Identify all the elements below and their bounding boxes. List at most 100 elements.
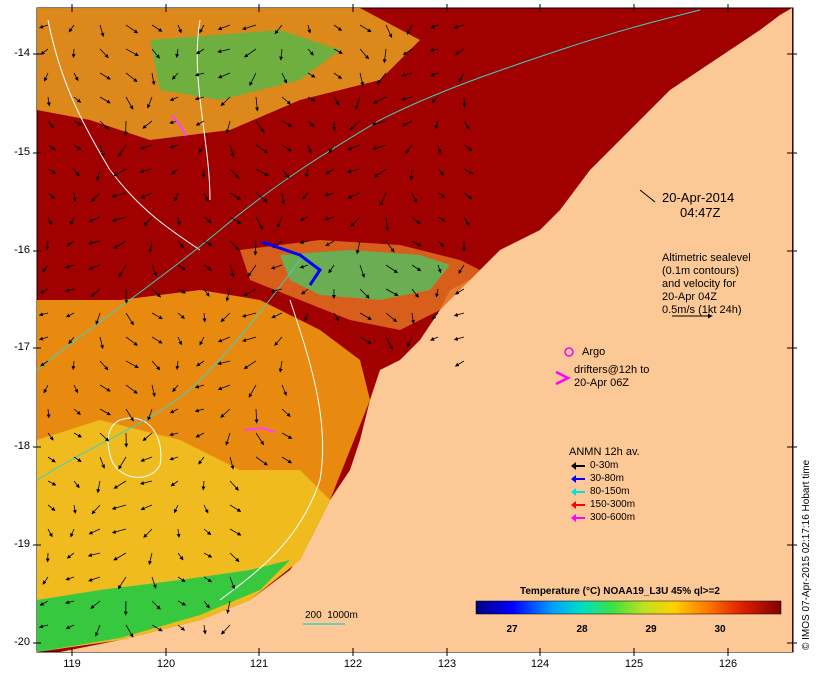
- velocity-vector: [407, 336, 413, 348]
- velocity-vector: [324, 216, 335, 221]
- velocity-vector: [88, 528, 101, 535]
- velocity-vector: [125, 48, 139, 57]
- velocity-vector: [73, 96, 82, 103]
- velocity-vector: [274, 24, 283, 35]
- anmn-legend-item: 80-150m: [570, 486, 629, 497]
- velocity-vector: [372, 144, 387, 151]
- velocity-vector: [176, 216, 181, 226]
- velocity-vector: [385, 264, 398, 274]
- velocity-vector: [140, 504, 153, 511]
- y-tick-label: -20: [14, 636, 30, 648]
- velocity-vector: [170, 480, 179, 487]
- altimetry-note-line: (0.1m contours): [662, 265, 740, 277]
- velocity-vector: [435, 288, 439, 298]
- velocity-vector: [39, 24, 49, 29]
- velocity-vector: [151, 24, 163, 32]
- velocity-vector: [174, 504, 179, 514]
- velocity-vector: [254, 408, 259, 424]
- velocity-vector: [411, 216, 421, 225]
- velocity-vector: [333, 96, 340, 106]
- velocity-vector: [437, 168, 444, 176]
- velocity-vector: [95, 168, 101, 182]
- anmn-legend-label: 0-30m: [590, 460, 619, 471]
- velocity-vector: [151, 288, 162, 298]
- legend-arrow-icon: [571, 487, 585, 496]
- legend-arrow-icon: [571, 461, 585, 470]
- velocity-vector: [43, 72, 49, 82]
- velocity-vector: [359, 48, 370, 60]
- velocity-vector: [229, 480, 239, 491]
- velocity-vector: [47, 504, 56, 511]
- velocity-vector: [194, 384, 205, 389]
- drifters-note-line: drifters@12h to: [574, 364, 650, 376]
- velocity-vector: [255, 192, 268, 203]
- velocity-vector: [349, 120, 361, 130]
- velocity-vector: [71, 48, 76, 59]
- anmn-legend-title: ANMN 12h av.: [569, 446, 640, 458]
- velocity-vector: [88, 216, 101, 223]
- velocity-vector: [47, 144, 56, 151]
- velocity-vector: [96, 480, 101, 494]
- velocity-vector: [359, 72, 365, 87]
- velocity-vector: [177, 600, 186, 606]
- velocity-vector: [198, 144, 205, 153]
- velocity-vector: [409, 168, 414, 181]
- velocity-vector: [113, 480, 127, 489]
- velocity-vector: [453, 336, 465, 341]
- velocity-vector: [217, 360, 231, 366]
- velocity-vector: [68, 336, 75, 345]
- velocity-vector: [203, 528, 212, 536]
- velocity-vector: [125, 24, 139, 34]
- velocity-vector: [203, 192, 209, 202]
- velocity-vector: [242, 24, 257, 31]
- velocity-vector: [359, 264, 366, 278]
- velocity-vector: [151, 360, 161, 371]
- velocity-vector: [350, 216, 361, 227]
- velocity-vector: [437, 216, 446, 222]
- velocity-vector: [220, 96, 231, 107]
- velocity-vector: [99, 48, 109, 59]
- velocity-vector: [88, 576, 101, 582]
- velocity-vector: [242, 336, 257, 342]
- velocity-vector: [229, 456, 235, 470]
- velocity-vector: [113, 168, 127, 177]
- velocity-vector: [217, 24, 231, 31]
- velocity-vector: [111, 216, 127, 222]
- velocity-vector: [217, 72, 231, 79]
- velocity-vector: [169, 96, 179, 101]
- velocity-vector: [429, 48, 439, 53]
- velocity-vector: [299, 264, 309, 269]
- altimetry-note-line: Altimetric sealevel: [662, 252, 751, 264]
- velocity-vector: [47, 216, 53, 226]
- velocity-vector: [249, 72, 257, 86]
- velocity-vector: [202, 312, 207, 323]
- velocity-vector: [359, 288, 370, 299]
- velocity-vector: [42, 264, 49, 273]
- colorbar-tick: 28: [576, 624, 588, 635]
- velocity-vector: [99, 408, 111, 416]
- y-tick-label: -15: [14, 146, 30, 158]
- velocity-vector: [406, 24, 413, 35]
- velocity-vector: [243, 360, 257, 369]
- velocity-vector: [217, 336, 231, 343]
- velocity-vector: [411, 264, 422, 272]
- velocity-vector: [270, 288, 283, 293]
- velocity-vector: [38, 312, 49, 317]
- velocity-vector: [203, 288, 210, 297]
- map-time: 04:47Z: [680, 205, 721, 220]
- velocity-vector: [125, 408, 134, 422]
- x-tick-label: 126: [718, 658, 738, 670]
- velocity-vector: [72, 192, 77, 203]
- velocity-vector: [142, 432, 153, 442]
- velocity-vector: [196, 360, 205, 367]
- velocity-vector: [73, 408, 81, 415]
- velocity-vector: [195, 48, 205, 55]
- velocity-vector: [65, 600, 75, 605]
- y-tick-label: -18: [14, 440, 30, 452]
- velocity-vector: [125, 312, 134, 326]
- velocity-vector: [346, 168, 361, 174]
- velocity-vector: [198, 456, 205, 465]
- velocity-vector: [437, 192, 446, 198]
- velocity-vector: [38, 624, 49, 629]
